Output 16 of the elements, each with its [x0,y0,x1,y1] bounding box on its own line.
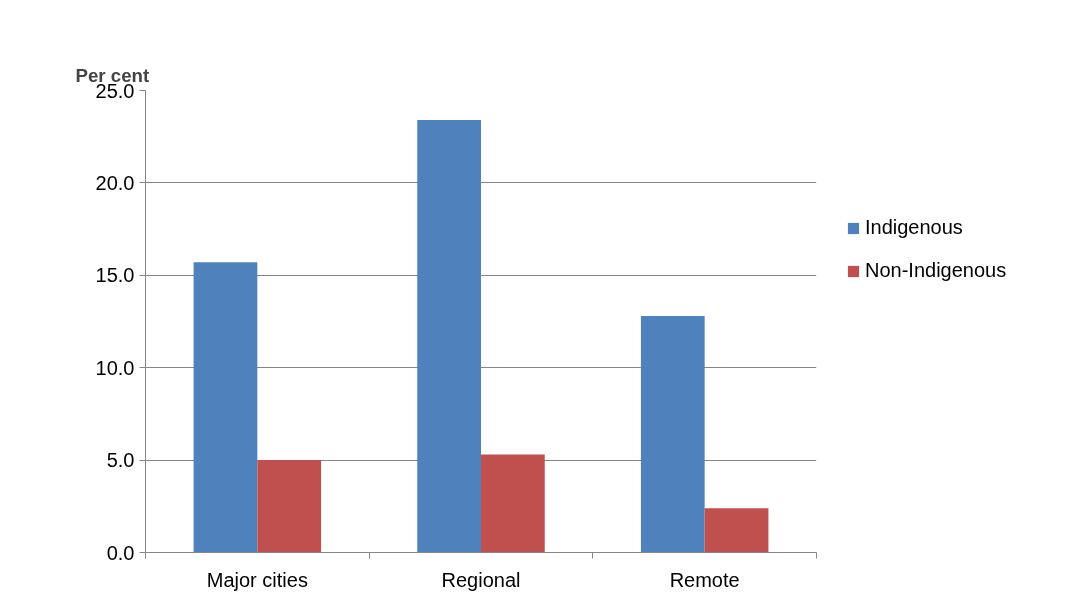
legend-label: Non-Indigenous [865,259,1007,282]
bar [193,262,258,553]
bar [257,460,322,553]
y-tick-label: 15.0 [95,264,135,287]
bar [640,315,705,553]
x-tick-label: Regional [441,568,521,591]
y-tick-label: 5.0 [106,449,135,472]
bar [481,454,545,553]
bar [704,508,769,553]
y-tick-label: 0.0 [106,541,135,564]
x-tick-label: Major cities [206,568,308,591]
legend-label: Indigenous [865,216,963,239]
y-tick-label: 20.0 [95,171,135,194]
x-tick-label: Remote [669,568,740,591]
bar [417,120,481,553]
y-tick-label: 10.0 [95,356,135,379]
